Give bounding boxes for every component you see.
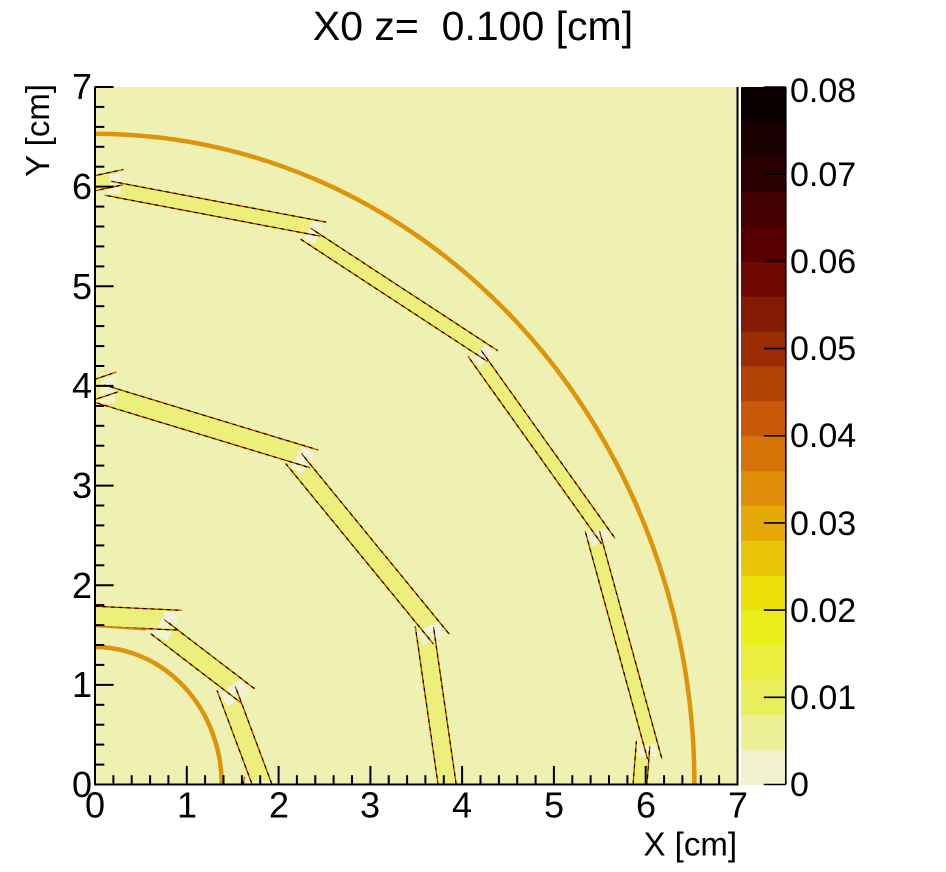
svg-text:0: 0 (790, 766, 809, 804)
svg-text:0.06: 0.06 (790, 243, 856, 281)
svg-text:2: 2 (72, 565, 92, 606)
svg-text:5: 5 (544, 785, 564, 826)
svg-text:0.08: 0.08 (790, 72, 856, 110)
svg-text:6: 6 (636, 785, 656, 826)
svg-text:5: 5 (72, 266, 92, 307)
svg-text:2: 2 (269, 785, 289, 826)
svg-text:0.02: 0.02 (790, 592, 856, 630)
svg-text:0.05: 0.05 (790, 330, 856, 368)
svg-text:4: 4 (452, 785, 472, 826)
svg-text:6: 6 (72, 166, 92, 207)
svg-text:7: 7 (728, 785, 748, 826)
svg-text:0.03: 0.03 (790, 505, 856, 543)
svg-text:0: 0 (85, 785, 105, 826)
svg-text:X0 z= 0.100 [cm]: X0 z= 0.100 [cm] (313, 3, 633, 49)
svg-text:3: 3 (360, 785, 380, 826)
svg-text:0: 0 (72, 764, 92, 805)
svg-text:X [cm]: X [cm] (643, 826, 737, 863)
svg-text:1: 1 (177, 785, 197, 826)
svg-text:3: 3 (72, 465, 92, 506)
svg-text:7: 7 (72, 66, 92, 107)
svg-text:4: 4 (72, 365, 92, 406)
svg-text:1: 1 (72, 664, 92, 705)
svg-text:0.04: 0.04 (790, 417, 856, 455)
svg-text:0.07: 0.07 (790, 156, 856, 194)
svg-text:Y [cm]: Y [cm] (19, 84, 56, 177)
svg-text:0.01: 0.01 (790, 679, 856, 717)
